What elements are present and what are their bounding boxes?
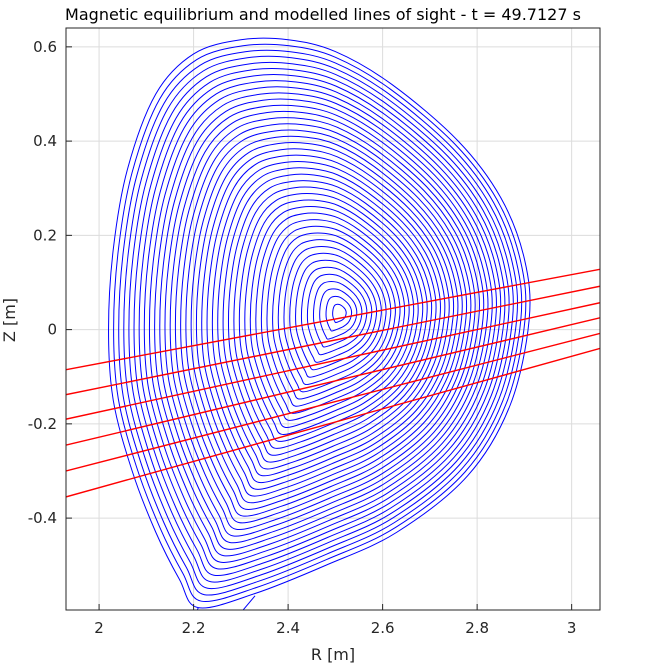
flux-surface-contour xyxy=(260,219,406,414)
axis-ticks: 2 2.2 2.4 2.6 2.8 3 0.6 0.4 0.2 0 -0.2 -0.4 xyxy=(28,38,577,637)
line-of-sight xyxy=(66,285,600,396)
flux-surface-contour xyxy=(190,135,463,504)
y-tick-label: 0.6 xyxy=(33,38,57,56)
flux-surface-contour xyxy=(138,74,506,570)
flux-surface-contour xyxy=(289,252,382,378)
x-tick-label: 2.8 xyxy=(465,619,489,637)
flux-surface-contour xyxy=(113,43,527,603)
line-of-sight xyxy=(66,332,600,472)
flux-surface-contour xyxy=(295,259,378,371)
flux-surface-contour xyxy=(249,205,415,428)
y-tick-label: 0 xyxy=(47,321,57,339)
flux-surface-contour xyxy=(201,148,455,490)
x-tick-label: 3 xyxy=(567,619,577,637)
y-tick-label: 0.4 xyxy=(33,132,57,150)
flux-surface-contour xyxy=(332,303,347,324)
line-of-sight xyxy=(66,347,600,498)
flux-surface-contour xyxy=(238,192,424,442)
flux-surface-contour xyxy=(128,61,514,583)
y-tick-label: -0.2 xyxy=(28,415,57,433)
y-axis-title: Z [m] xyxy=(0,298,19,342)
flux-surface-contour xyxy=(195,142,459,497)
x-tick-label: 2.2 xyxy=(182,619,206,637)
flux-surface-contour xyxy=(211,160,446,477)
x-tick-label: 2 xyxy=(94,619,104,637)
x-tick-label: 2.6 xyxy=(371,619,395,637)
flux-surface-contour xyxy=(123,55,519,590)
flux-surface-contour xyxy=(180,123,472,517)
flux-surface-contour xyxy=(118,49,523,596)
lines-of-sight xyxy=(66,268,600,498)
flux-surface-contour xyxy=(283,245,387,386)
flux-surface-contour xyxy=(272,232,396,400)
flux-surface-contour xyxy=(159,98,489,544)
line-of-sight xyxy=(66,317,600,446)
flux-surface-contour xyxy=(233,186,428,449)
line-of-sight xyxy=(66,268,600,371)
flux-surface-contour xyxy=(222,173,437,463)
flux-surface-contour xyxy=(143,80,502,563)
flux-surface-contour xyxy=(217,167,441,470)
plot-frame xyxy=(65,27,601,611)
flux-surface-contour xyxy=(164,104,485,537)
line-of-sight xyxy=(66,302,600,420)
flux-surface-contour xyxy=(319,288,358,340)
flux-surface-contour xyxy=(244,199,419,435)
flux-surface-contour xyxy=(300,266,373,363)
flux-surface-contour xyxy=(169,110,480,530)
flux-surface-contour xyxy=(174,117,476,524)
flux-surface-contour xyxy=(206,154,450,484)
chart-title: Magnetic equilibrium and modelled lines … xyxy=(65,5,581,24)
flux-surface-contour xyxy=(277,239,392,393)
flux-surface-contour xyxy=(325,295,353,332)
flux-surface-contour xyxy=(108,37,531,609)
divertor-leg xyxy=(242,595,256,610)
y-tick-label: -0.4 xyxy=(28,509,57,527)
x-tick-label: 2.4 xyxy=(276,619,300,637)
flux-surface-contour xyxy=(227,180,433,456)
x-axis-title: R [m] xyxy=(311,645,355,663)
flux-surface-contour xyxy=(154,92,493,550)
y-tick-label: 0.2 xyxy=(33,226,57,244)
flux-surface-contour xyxy=(306,273,368,356)
flux-surface-contour xyxy=(185,129,468,511)
flux-surface-contour xyxy=(133,67,510,577)
flux-surface-contour xyxy=(312,281,363,348)
flux-surface-contour xyxy=(148,86,497,557)
flux-surface-contour xyxy=(266,225,401,407)
flux-surfaces xyxy=(108,37,531,610)
flux-surface-contour xyxy=(255,212,410,421)
